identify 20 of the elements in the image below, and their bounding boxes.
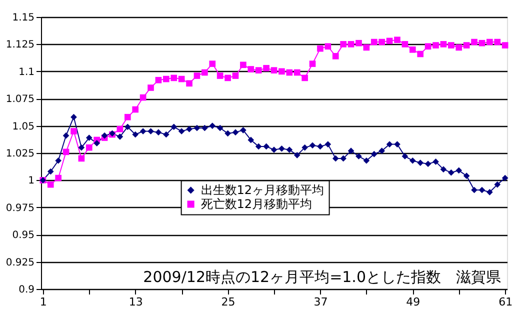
legend-label: 出生数12ヶ月移動平均 <box>200 183 324 198</box>
y-tick-label: 0.925 <box>6 257 34 268</box>
y-tick-label: 0.975 <box>6 202 34 214</box>
annotation: 2009/12時点の12ヶ月平均=1.0とした指数 滋賀県 <box>143 268 501 286</box>
y-tick-label: 1.1 <box>18 66 34 78</box>
y-tick-label: 0.95 <box>12 230 34 242</box>
y-tick-label: 1.025 <box>6 148 34 160</box>
y-tick-label: 0.9 <box>18 284 34 296</box>
x-tick-label: 25 <box>221 296 236 308</box>
x-tick-label: 49 <box>406 296 420 308</box>
y-tick-label: 1.125 <box>6 40 34 51</box>
x-tick-label: 37 <box>314 296 328 308</box>
y-tick-label: 1 <box>28 176 34 187</box>
y-tick-label: 1.075 <box>6 94 34 106</box>
legend-label: 死亡数12月移動平均 <box>200 197 312 212</box>
x-tick-label: 1 <box>40 296 47 308</box>
x-tick-label: 13 <box>128 296 143 308</box>
y-tick-label: 1.05 <box>12 121 34 132</box>
y-tick-label: 1.15 <box>12 12 34 24</box>
x-tick-label: 61 <box>498 296 513 308</box>
